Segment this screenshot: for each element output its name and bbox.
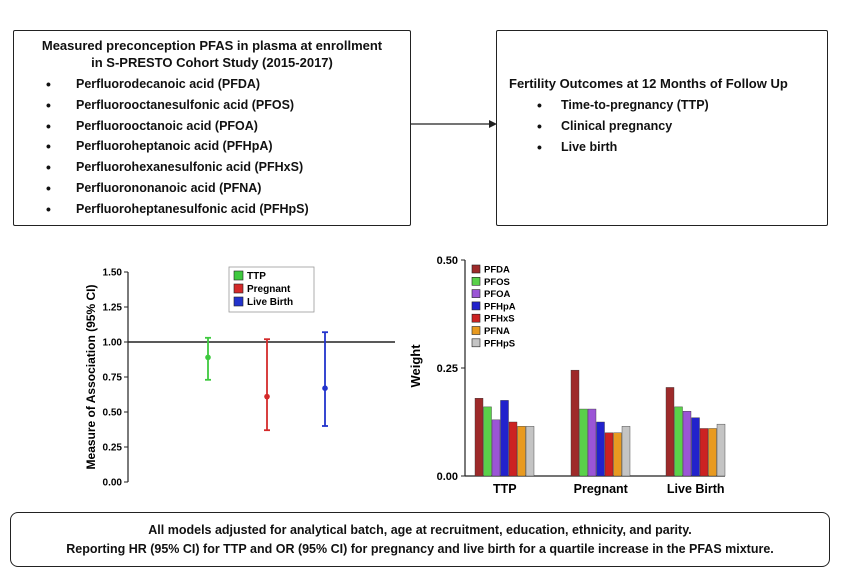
exposure-box: Measured preconception PFAS in plasma at… [13,30,411,226]
forest-y-tick-label: 1.00 [103,338,123,349]
forest-y-tick-label: 0.75 [103,373,123,384]
bar-y-tick-label: 0.25 [437,363,458,375]
bar-legend-swatch-6 [471,338,481,348]
bar-live-birth-pfoa [682,410,692,477]
outcome-box: Fertility Outcomes at 12 Months of Follo… [496,30,828,226]
flow-arrow [411,120,497,128]
bar-legend-swatch-0 [471,264,481,274]
bar-legend-label-0: PFDA [484,265,510,276]
bar-y-tick-label: 0.50 [437,255,458,267]
bar-legend-label-4: PFHxS [484,314,515,325]
bar-live-birth-pfna [708,428,717,477]
forest-plot: 0.00 0.25 0.50 0.75 1.00 1.25 1.50 Measure of A… [84,266,395,489]
bar-legend-swatch-5 [471,326,481,335]
outcome-item-ttp: Time-to-pregnancy (TTP) [505,95,819,116]
bar-legend-label-1: PFOS [484,277,510,288]
bar-live-birth-pfda [665,387,675,477]
exposure-item-pfoa: Perfluorooctanoic acid (PFOA) [24,116,400,137]
bar-pregnant-pfna [613,432,622,477]
bar-legend-swatch-4 [471,313,481,323]
outcome-item-pregnancy: Clinical pregnancy [505,116,819,137]
forest-legend-label-2: Live Birth [247,297,293,308]
outcome-list: Time-to-pregnancy (TTP) Clinical pregnan… [505,95,819,158]
bar-legend-label-6: PFHpS [484,338,515,349]
bar-legend-swatch-3 [471,301,481,311]
bar-legend-swatch-2 [471,289,481,298]
exposure-item-pfda: Perfluorodecanoic acid (PFDA) [24,74,400,95]
exposure-title-line1: Measured preconception PFAS in plasma at… [41,38,383,53]
bar-pregnant-pfoa [587,408,597,477]
exposure-title-line2: in S-PRESTO Cohort Study (2015-2017) [91,55,333,70]
exposure-item-pfos: Perfluorooctanesulfonic acid (PFOS) [24,95,400,116]
bar-ttp-pfoa [491,419,501,477]
forest-y-tick-label: 1.25 [103,303,123,314]
bar-legend-label-3: PFHpA [484,301,516,312]
bar-live-birth-pfhps [716,423,726,477]
exposure-item-pfhpa: Perfluoroheptanoic acid (PFHpA) [24,136,400,157]
bar-ttp-pfhps [525,426,535,477]
bar-category-label-2: Live Birth [667,482,725,496]
forest-point-1 [264,393,270,400]
forest-y-tick-label: 0.50 [103,408,123,419]
bar-y-tick-label: 0.00 [437,471,458,483]
bar-y-axis-label: Weight [408,344,423,388]
bar-ttp-pfhpa [500,400,509,477]
bar-pregnant-pfos [579,408,588,477]
bar-pregnant-pfda [570,369,580,477]
forest-legend-label-1: Pregnant [247,284,291,295]
forest-legend-swatch-1 [233,283,244,294]
bar-ttp-pfos [483,406,492,477]
bar-legend-label-2: PFOA [484,289,511,300]
forest-legend-swatch-2 [233,296,244,307]
forest-y-tick-label: 0.25 [103,443,123,454]
exposure-item-pfna: Perfluorononanoic acid (PFNA) [24,178,400,199]
forest-legend-swatch-0 [233,270,244,281]
bar-pregnant-pfhps [621,426,631,477]
outcome-item-live-birth: Live birth [505,137,819,158]
exposure-item-pfhxs: Perfluorohexanesulfonic acid (PFHxS) [24,157,400,178]
bar-pregnant-pfhxs [604,432,614,477]
forest-y-tick-label: 1.50 [103,268,123,279]
forest-y-axis-label: Measure of Association (95% CI) [84,285,98,470]
bar-ttp-pfna [517,426,526,477]
bar-legend-label-5: PFNA [484,326,510,337]
exposure-list: Perfluorodecanoic acid (PFDA) Perfluoroo… [24,74,400,220]
bar-live-birth-pfhpa [691,417,700,477]
footer-box: All models adjusted for analytical batch… [10,512,830,567]
footer-line2: Reporting HR (95% CI) for TTP and OR (95… [66,542,774,556]
bar-category-label-1: Pregnant [574,482,629,496]
bar-pregnant-pfhpa [596,421,605,477]
bar-ttp-pfda [474,398,484,477]
bar-live-birth-pfos [674,406,683,477]
forest-legend-label-0: TTP [247,271,266,282]
forest-y-tick-label: 0.00 [103,478,123,489]
bar-category-label-0: TTP [493,482,517,496]
bar-live-birth-pfhxs [699,428,709,477]
outcome-title: Fertility Outcomes at 12 Months of Follo… [509,76,788,91]
weight-bar-chart: 0.00 0.25 0.50 Weight TTP Pregnant Live Birth P… [408,255,726,496]
forest-point-0 [205,354,211,361]
bar-legend-swatch-1 [471,276,481,286]
exposure-item-pfhps: Perfluoroheptanesulfonic acid (PFHpS) [24,199,400,220]
bar-ttp-pfhxs [508,421,518,477]
forest-point-2 [322,385,328,391]
footer-line1: All models adjusted for analytical batch… [148,523,692,537]
